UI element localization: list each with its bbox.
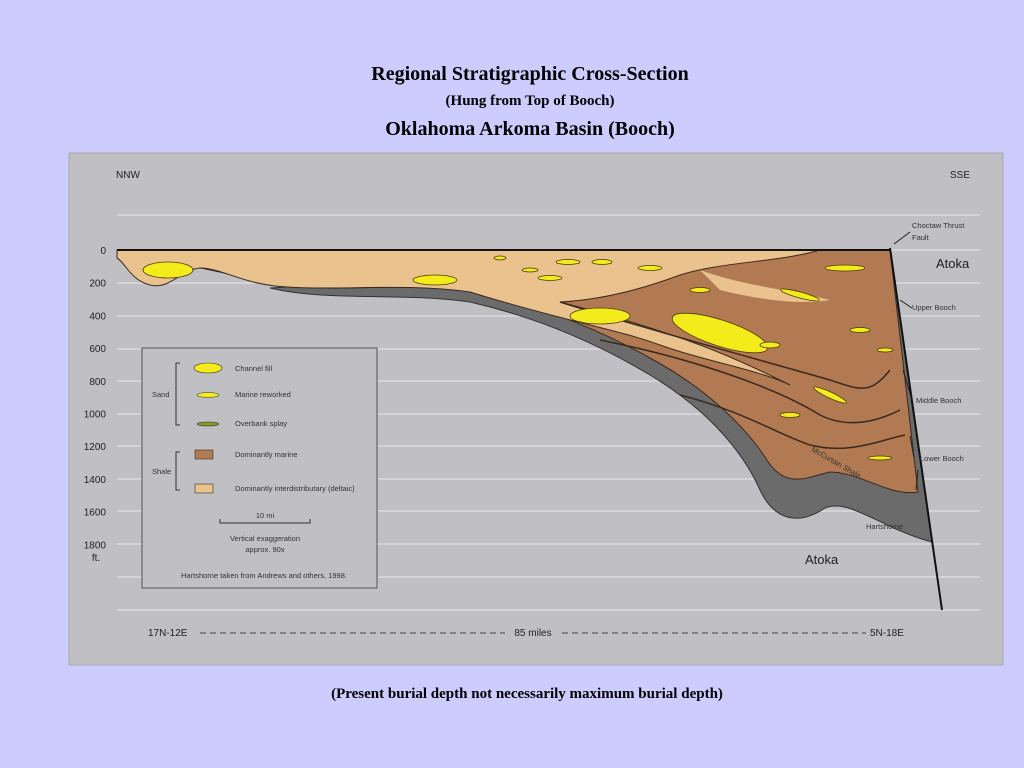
scale-label: 10 mi xyxy=(256,511,275,520)
section-right: 5N-18E xyxy=(870,628,904,639)
legend-item: Channel fill xyxy=(235,364,272,373)
legend-item: Dominantly interdistributary (deltaic) xyxy=(235,484,355,493)
legend-item: Marine reworked xyxy=(235,390,291,399)
boundaries xyxy=(559,301,906,450)
fault-line xyxy=(889,247,943,611)
leaders xyxy=(893,231,919,491)
unit-label: Upper Booch xyxy=(912,303,956,312)
unit-label: Hartshorne xyxy=(866,522,903,531)
depth-label: 800 xyxy=(89,377,106,388)
deltaic-shale xyxy=(116,249,821,386)
direction-right: SSE xyxy=(950,170,970,181)
legend-group: Sand xyxy=(152,390,170,399)
depth-label: 200 xyxy=(89,279,106,290)
depth-label: 1200 xyxy=(84,442,107,453)
depth-label: 0 xyxy=(100,246,106,257)
section-distance: 85 miles xyxy=(514,628,551,639)
depth-label: 600 xyxy=(89,344,106,355)
unit-label: Lower Booch xyxy=(920,454,964,463)
caption: (Present burial depth not necessarily ma… xyxy=(331,686,723,702)
legend-item: Overbank splay xyxy=(235,419,287,428)
source: Hartshorne taken from Andrews and others… xyxy=(181,571,347,580)
depth-label: 400 xyxy=(89,311,106,322)
direction-left: NNW xyxy=(116,170,140,181)
depth-label: 1000 xyxy=(84,410,107,421)
depth-unit: ft. xyxy=(92,553,100,564)
unit-label: Atoka xyxy=(805,552,839,567)
title: Regional Stratigraphic Cross-Section xyxy=(371,63,688,85)
depth-label: 1800 xyxy=(84,540,107,551)
unit-label: Atoka xyxy=(936,256,970,271)
unit-label: Middle Booch xyxy=(916,396,961,405)
title2: Oklahoma Arkoma Basin (Booch) xyxy=(385,118,674,140)
sand-bodies xyxy=(142,255,894,461)
legend: Sand Shale Channel fill Marine reworked … xyxy=(141,347,378,589)
depth-label: 1400 xyxy=(84,475,107,486)
depth-label: 1600 xyxy=(84,508,107,519)
exaggeration: approx. 90x xyxy=(245,545,284,554)
fault-label: Choctaw Thrust xyxy=(912,221,965,230)
legend-item: Dominantly marine xyxy=(235,450,298,459)
section-left: 17N-12E xyxy=(148,628,188,639)
legend-box xyxy=(141,347,378,589)
legend-group: Shale xyxy=(152,467,171,476)
depth-axis: 0 200 400 600 800 1000 1200 1400 1600 1800 xyxy=(84,246,107,551)
fault-label: Fault xyxy=(912,233,930,242)
cross-section: NNW SSE 0 200 400 600 800 1000 1200 1400 1600 180… xyxy=(68,152,1004,666)
subtitle: (Hung from Top of Booch) xyxy=(446,93,615,109)
exaggeration: Vertical exaggeration xyxy=(230,534,300,543)
